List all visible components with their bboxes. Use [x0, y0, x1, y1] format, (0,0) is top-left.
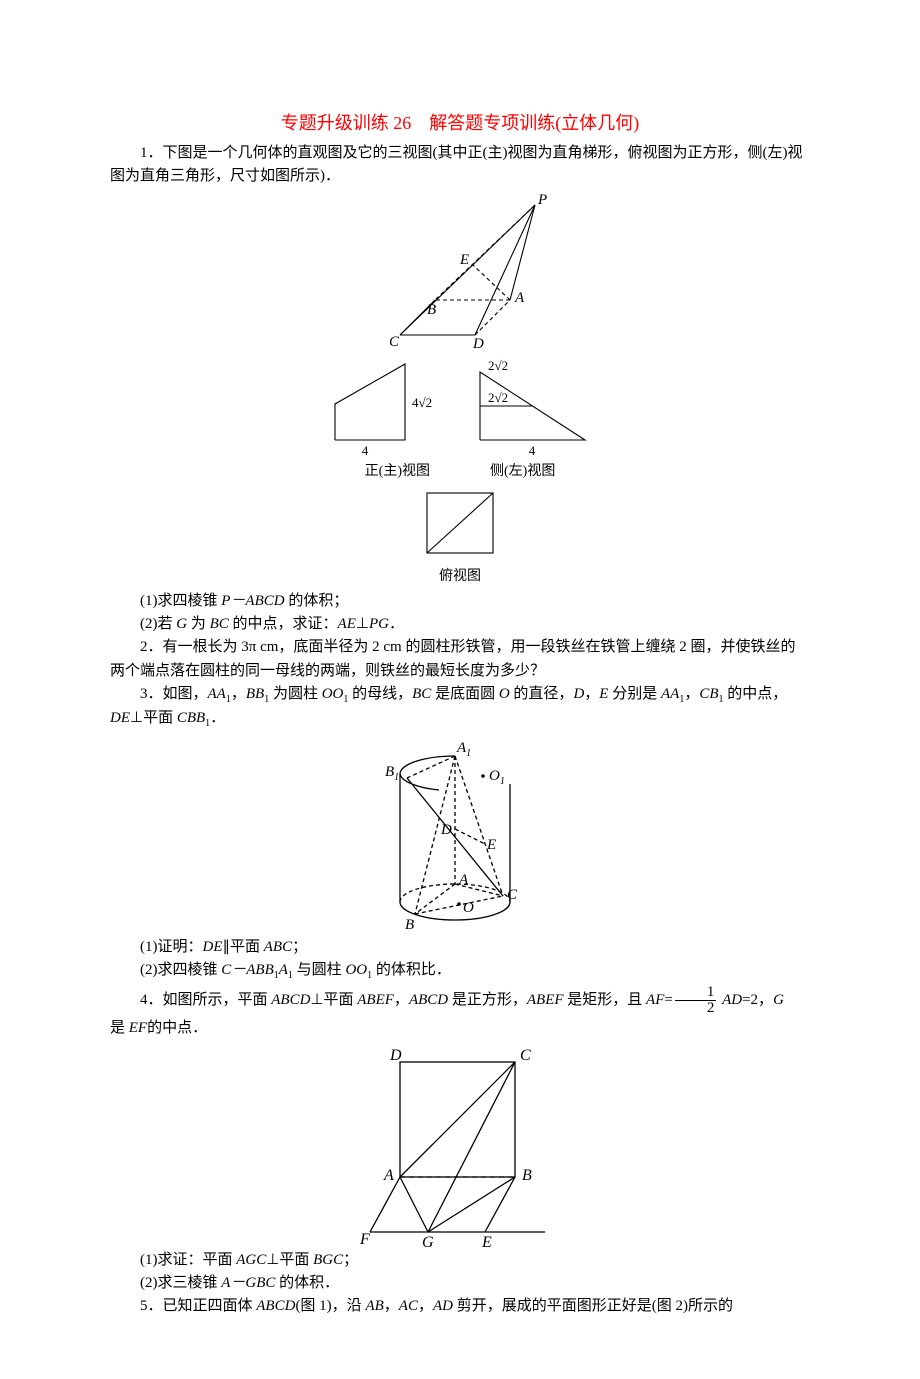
lbl-B: B	[405, 917, 414, 933]
dim-4r2: 4√2	[412, 395, 432, 410]
fig3-svg: D C A B F G E	[350, 1042, 570, 1247]
dim-4a: 4	[362, 443, 369, 458]
fig2-svg: A1 B1 O1 D E A O B C	[375, 734, 545, 934]
fig3: D C A B F G E	[110, 1042, 810, 1247]
lbl-A1: A1	[456, 740, 471, 759]
lbl-E: E	[459, 252, 469, 268]
lbl-A3: A	[383, 1167, 394, 1184]
lbl-A: A	[458, 872, 469, 888]
lbl-E: E	[486, 837, 496, 853]
lbl-B1: B1	[385, 764, 399, 783]
page-title: 专题升级训练 26 解答题专项训练(立体几何)	[110, 110, 810, 138]
dim-2r2a: 2√2	[488, 358, 508, 373]
p1-q1: (1)求四棱锥 P－ABCD 的体积；	[110, 590, 810, 613]
lbl-D: D	[472, 336, 484, 350]
fig1-top-svg	[415, 485, 505, 570]
p1-q2: (2)若 G 为 BC 的中点，求证：AE⊥PG．	[110, 613, 810, 636]
p4-q2: (2)求三棱锥 A－GBC 的体积．	[110, 1272, 810, 1295]
lbl-E3: E	[481, 1234, 492, 1247]
fig1-views: 4 4√2 2√2 2√2 4 正(主)视图 侧(左)视图	[110, 352, 810, 483]
lbl-G3: G	[422, 1234, 434, 1247]
fraction-half: 12	[675, 985, 717, 1016]
fig1-svg: P E A B C D	[365, 190, 555, 350]
p4-intro-2: 是 EF的中点．	[110, 1017, 810, 1040]
side-view-label: 侧(左)视图	[490, 461, 555, 483]
p4-intro: 4．如图所示，平面 ABCD⊥平面 ABEF，ABCD 是正方形，ABEF 是矩…	[110, 984, 810, 1017]
dim-4b: 4	[529, 443, 536, 458]
fig1-topview: 俯视图	[110, 485, 810, 588]
p3-q2: (2)求四棱锥 C－ABB1A1 与圆柱 OO1 的体积比．	[110, 959, 810, 984]
top-view-label: 俯视图	[110, 566, 810, 588]
lbl-A: A	[514, 290, 525, 306]
lbl-B3: B	[522, 1167, 532, 1184]
lbl-P: P	[537, 192, 547, 208]
fig2: A1 B1 O1 D E A O B C	[110, 734, 810, 934]
lbl-Cc: C	[507, 887, 518, 903]
lbl-C3: C	[520, 1047, 531, 1064]
p1-intro: 1．下图是一个几何体的直观图及它的三视图(其中正(主)视图为直角梯形，俯视图为正…	[110, 142, 810, 189]
fig1-views-svg: 4 4√2 2√2 2√2 4	[310, 352, 610, 467]
lbl-O1: O1	[489, 768, 505, 787]
p3-q1: (1)证明：DE∥平面 ABC；	[110, 936, 810, 959]
p2: 2．有一根长为 3π cm，底面半径为 2 cm 的圆柱形铁管，用一段铁丝在铁管…	[110, 636, 810, 683]
fig1-oblique: P E A B C D	[110, 190, 810, 350]
dim-2r2b: 2√2	[488, 390, 508, 405]
lbl-D3: D	[389, 1047, 402, 1064]
front-view-label: 正(主)视图	[365, 461, 430, 483]
lbl-O: O	[463, 900, 474, 916]
lbl-B: B	[427, 302, 436, 318]
p5: 5．已知正四面体 ABCD(图 1)，沿 AB，AC，AD 剪开，展成的平面图形…	[110, 1295, 810, 1318]
lbl-D: D	[440, 822, 452, 838]
p3-intro: 3．如图，AA1，BB1 为圆柱 OO1 的母线，BC 是底面圆 O 的直径，D…	[110, 683, 810, 732]
p4-q1: (1)求证：平面 AGC⊥平面 BGC；	[110, 1249, 810, 1272]
lbl-F3: F	[359, 1231, 370, 1247]
page: 专题升级训练 26 解答题专项训练(立体几何) 1．下图是一个几何体的直观图及它…	[0, 0, 920, 1379]
lbl-C: C	[389, 334, 400, 350]
